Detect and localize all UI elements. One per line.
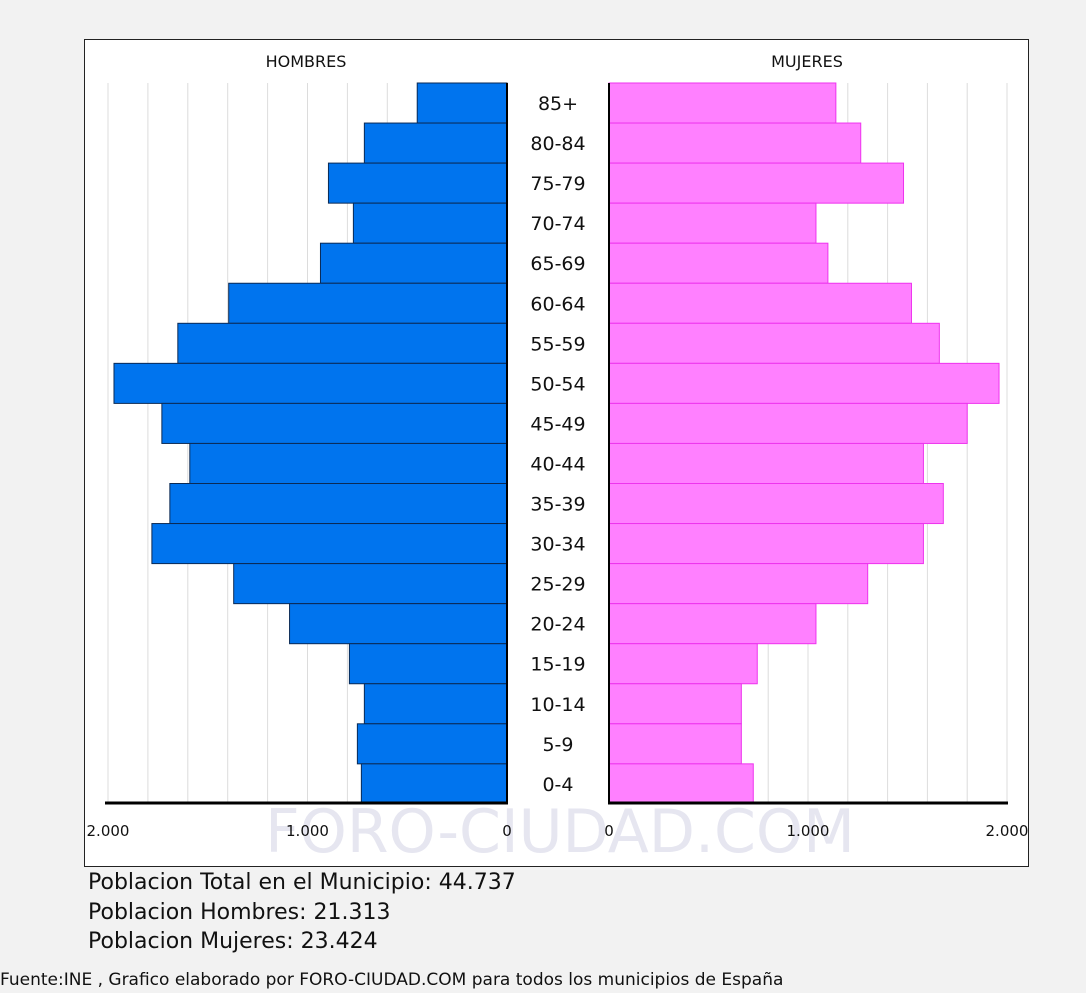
- bar-hombres: [327, 162, 508, 204]
- bar-hombres: [233, 563, 508, 605]
- bar-hombres: [356, 723, 508, 765]
- bar-mujeres: [608, 603, 817, 645]
- category-label: 5-9: [542, 734, 573, 756]
- x-tick-right: 0: [604, 822, 614, 840]
- population-women-text: Poblacion Mujeres: 23.424: [88, 929, 378, 954]
- population-men-text: Poblacion Hombres: 21.313: [88, 900, 391, 925]
- bar-hombres: [289, 603, 508, 645]
- category-label: 10-14: [530, 694, 585, 716]
- right-series-title: MUJERES: [771, 52, 843, 71]
- bar-mujeres: [608, 82, 837, 124]
- bar-mujeres: [608, 122, 862, 164]
- bar-hombres: [319, 242, 508, 284]
- bar-mujeres: [608, 683, 742, 725]
- bar-hombres: [416, 82, 508, 124]
- category-label: 45-49: [530, 413, 585, 435]
- category-label: 85+: [538, 93, 578, 115]
- category-label: 20-24: [530, 614, 585, 636]
- bar-mujeres: [608, 282, 912, 324]
- bar-mujeres: [608, 322, 940, 364]
- x-tick-left: 2.000: [87, 822, 130, 840]
- category-label: 55-59: [530, 333, 585, 355]
- bar-mujeres: [608, 483, 944, 525]
- bar-hombres: [189, 442, 508, 485]
- bar-hombres: [363, 683, 508, 725]
- bar-mujeres: [608, 563, 869, 605]
- bar-hombres: [161, 402, 508, 444]
- category-label: 30-34: [530, 534, 585, 556]
- category-label: 65-69: [530, 253, 585, 275]
- bar-mujeres: [608, 442, 924, 485]
- bar-hombres: [360, 763, 508, 805]
- bar-mujeres: [608, 643, 758, 685]
- category-label: 75-79: [530, 173, 585, 195]
- bar-mujeres: [608, 242, 829, 284]
- bar-hombres: [228, 282, 508, 324]
- x-tick-right: 2.000: [986, 822, 1029, 840]
- bar-mujeres: [608, 763, 754, 805]
- bar-hombres: [348, 643, 508, 685]
- category-label: 0-4: [542, 774, 573, 796]
- category-label: 25-29: [530, 574, 585, 596]
- category-label: 70-74: [530, 213, 585, 235]
- category-label: 60-64: [530, 293, 585, 315]
- bar-hombres: [363, 122, 508, 164]
- bar-hombres: [352, 202, 508, 244]
- bar-mujeres: [608, 162, 905, 204]
- category-label: 80-84: [530, 133, 585, 155]
- category-label: 15-19: [530, 654, 585, 676]
- bar-hombres: [169, 483, 508, 525]
- bar-mujeres: [608, 723, 742, 765]
- bar-hombres: [177, 322, 508, 364]
- bar-mujeres: [608, 202, 817, 244]
- left-series-title: HOMBRES: [266, 52, 347, 71]
- bar-hombres: [113, 362, 508, 404]
- x-tick-right: 1.000: [787, 822, 830, 840]
- category-label: 35-39: [530, 494, 585, 516]
- bar-mujeres: [608, 523, 924, 565]
- category-label: 50-54: [530, 373, 585, 395]
- population-total-text: Poblacion Total en el Municipio: 44.737: [88, 870, 516, 895]
- footer-source-text: Fuente:INE , Grafico elaborado por FORO-…: [0, 970, 784, 990]
- bar-mujeres: [608, 402, 968, 444]
- x-tick-left: 0: [502, 822, 512, 840]
- watermark-text: FORO-CIUDAD.COM: [265, 797, 855, 867]
- category-label: 40-44: [530, 453, 585, 475]
- x-tick-left: 1.000: [286, 822, 329, 840]
- bar-hombres: [151, 523, 508, 565]
- bar-mujeres: [608, 362, 1000, 404]
